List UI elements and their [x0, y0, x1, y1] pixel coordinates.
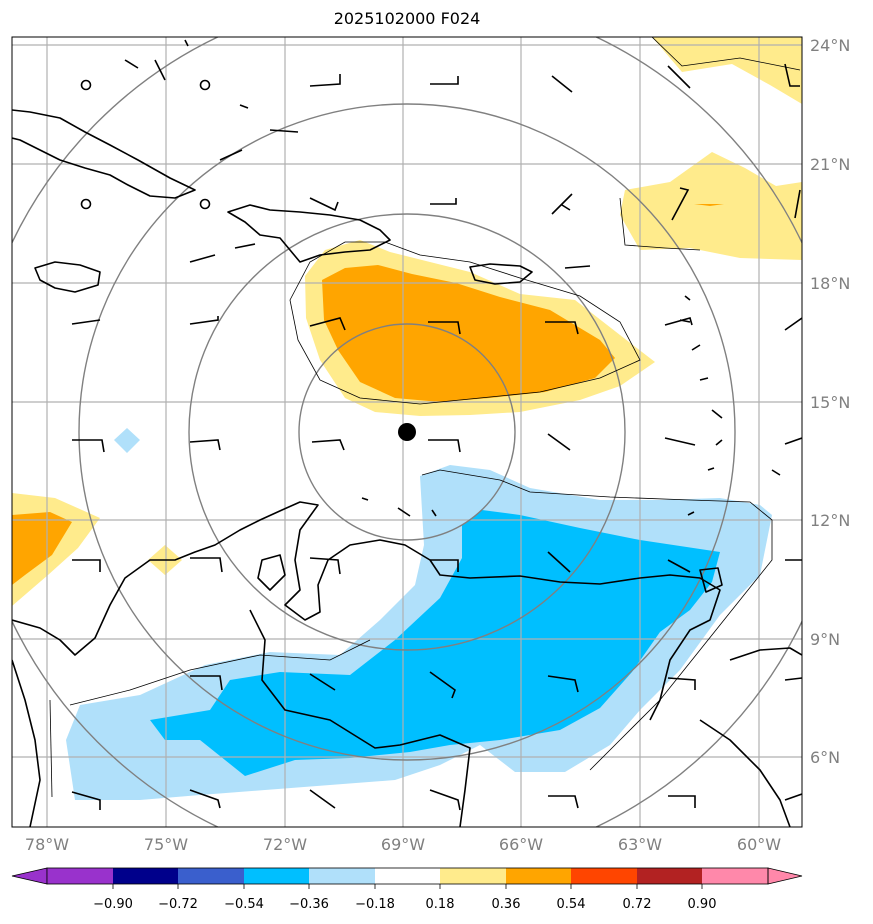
colorbar-segment	[375, 868, 440, 884]
jamaica-coast	[34, 261, 101, 293]
colorbar: −0.90 −0.72 −0.54 −0.36 −0.18 0.18 0.36 …	[11, 867, 803, 912]
colorbar-segment	[178, 868, 244, 884]
lat-label: 21°N	[810, 155, 850, 174]
lon-label: 69°W	[381, 835, 425, 854]
lat-label: 12°N	[810, 511, 850, 530]
range-rings	[12, 37, 802, 827]
hispaniola-coast	[227, 204, 391, 263]
positive-anomaly-ne-top	[652, 37, 802, 104]
colorbar-tick-label: −0.90	[93, 897, 133, 912]
colorbar-segment	[244, 868, 309, 884]
longitude-labels: 78°W 75°W 72°W 69°W 66°W 63°W 60°W	[25, 835, 781, 854]
colorbar-segment	[47, 868, 113, 884]
colorbar-tick-label: 0.54	[557, 897, 586, 912]
storm-center-marker	[398, 423, 416, 441]
range-ring-2	[188, 213, 626, 651]
lat-label: 18°N	[810, 274, 850, 293]
colorbar-segment	[637, 868, 702, 884]
positive-anomaly-central-core	[322, 265, 615, 402]
lon-label: 78°W	[25, 835, 69, 854]
lat-label: 15°N	[810, 393, 850, 412]
colorbar-tick-label: 0.72	[623, 897, 652, 912]
colorbar-ticks	[112, 884, 703, 889]
colorbar-segment	[113, 868, 178, 884]
lat-label: 9°N	[810, 630, 840, 649]
cuba-coast	[12, 109, 196, 199]
map-border	[11, 36, 803, 828]
colorbar-segment	[440, 868, 506, 884]
map-title: 2025102000 F024	[333, 9, 481, 28]
lon-label: 72°W	[263, 835, 307, 854]
latitude-labels: 24°N 21°N 18°N 15°N 12°N 9°N 6°N	[810, 36, 850, 767]
lon-label: 66°W	[499, 835, 543, 854]
colorbar-tick-label: −0.36	[289, 897, 329, 912]
trinidad-coast	[699, 567, 723, 593]
positive-anomaly-west-core	[12, 512, 72, 585]
coastlines	[12, 39, 802, 827]
colorbar-tick-label: −0.72	[158, 897, 198, 912]
colorbar-tick-label: −0.54	[224, 897, 264, 912]
lat-label: 6°N	[810, 748, 840, 767]
colorbar-border	[46, 867, 769, 885]
lon-label: 75°W	[144, 835, 188, 854]
colorbar-tick-label: 0.36	[492, 897, 521, 912]
range-ring-1	[298, 323, 516, 541]
colorbar-tick-label: 0.90	[688, 897, 717, 912]
wind-barbs	[71, 63, 802, 811]
lon-label: 60°W	[737, 835, 781, 854]
colorbar-segment	[702, 868, 768, 884]
contour-outlines	[49, 37, 801, 798]
map-panel	[12, 37, 802, 827]
colorbar-extend-low	[11, 867, 48, 885]
colorbar-segment	[571, 868, 637, 884]
puerto-rico-coast	[469, 263, 533, 285]
colorbar-segment	[309, 868, 375, 884]
lat-label: 24°N	[810, 36, 850, 55]
colorbar-segment	[506, 868, 571, 884]
negative-anomaly-south-core	[150, 510, 720, 776]
positive-anomaly-ne	[620, 152, 802, 260]
colorbar-extend-high	[767, 867, 803, 885]
positive-anomaly-ne-core	[694, 204, 724, 206]
lon-label: 63°W	[618, 835, 662, 854]
south-america-coast	[12, 501, 721, 721]
colorbar-tick-label: −0.18	[355, 897, 395, 912]
colorbar-tick-label: 0.18	[426, 897, 455, 912]
range-ring-3	[78, 103, 736, 761]
negative-anomaly-small	[114, 428, 140, 453]
